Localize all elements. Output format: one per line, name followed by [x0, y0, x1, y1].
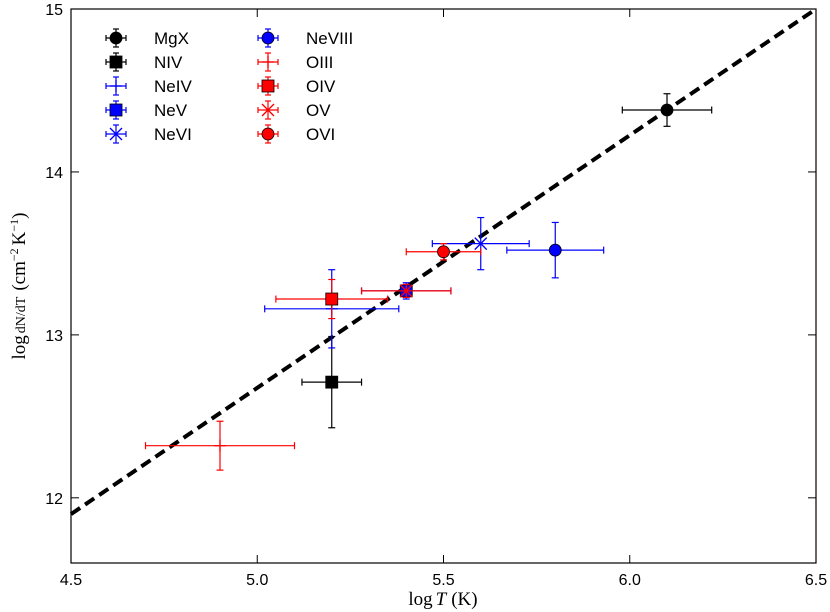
legend-label-oiv: OIV [306, 77, 336, 96]
legend-item-ovi: OVI [257, 124, 335, 144]
data-point-oiv [275, 278, 389, 320]
legend-item-nev: NeV [105, 100, 188, 120]
legend-label-neiv: NeIV [154, 77, 192, 96]
data-point-oiii [144, 420, 296, 471]
legend-label-nevi: NeVI [154, 125, 192, 144]
fit-line [69, 7, 818, 516]
x-axis-label: log T (K) [408, 589, 477, 610]
x-tick-label: 6.5 [805, 572, 827, 589]
legend-item-nevi: NeVI [105, 124, 192, 144]
data-point-ov [360, 283, 452, 299]
y-tick-label: 13 [45, 328, 63, 345]
legend-marker-mgx [109, 31, 123, 45]
legend-label-ov: OV [306, 101, 331, 120]
legend-marker-nev [109, 103, 123, 117]
marker-mgx [660, 103, 674, 117]
legend-label-oiii: OIII [306, 53, 333, 72]
x-tick-label: 4.5 [60, 572, 82, 589]
data-point-neviii [506, 221, 605, 279]
legend-item-neiv: NeIV [105, 76, 192, 96]
data-point-nevi [431, 216, 530, 271]
legend-marker-ov-b [261, 103, 275, 117]
legend-label-neviii: NeVIII [306, 29, 353, 48]
legend-marker-niv [109, 55, 123, 69]
legend-item-niv: NIV [105, 52, 183, 72]
legend-marker-nevi-b [109, 127, 123, 141]
data-point-mgx [621, 93, 713, 127]
legend-label-niv: NIV [154, 53, 183, 72]
y-tick-label: 12 [45, 491, 63, 508]
legend-item-ov: OV [257, 100, 331, 120]
data-point-ovi [405, 243, 482, 261]
marker-ovi [437, 245, 450, 259]
x-tick-label: 5.0 [246, 572, 268, 589]
y-tick-label: 15 [45, 2, 63, 19]
legend-item-neviii: NeVIII [257, 28, 353, 48]
marker-ov-b [399, 284, 413, 298]
legend-item-oiii: OIII [257, 52, 333, 72]
legend-marker-neviii [261, 31, 275, 45]
legend-item-oiv: OIV [257, 76, 336, 96]
marker-neviii [548, 243, 562, 257]
legend-item-mgx: MgX [105, 28, 189, 48]
marker-niv [325, 375, 339, 389]
x-tick-label: 6.0 [619, 572, 641, 589]
marker-nevi-b [474, 237, 488, 251]
legend-marker-oiv [261, 79, 275, 93]
x-tick-label: 5.5 [432, 572, 454, 589]
y-tick-label: 14 [45, 165, 63, 182]
legend-label-ovi: OVI [306, 125, 335, 144]
y-axis-label: logdN/dT(cm−2K−1) [7, 212, 30, 359]
legend-label-nev: NeV [154, 101, 188, 120]
legend: MgX NIV NeIV NeV NeVI NeVIII OIII OIV OV OVI [105, 28, 353, 144]
legend-marker-ovi [261, 127, 275, 141]
legend-label-mgx: MgX [154, 29, 189, 48]
marker-oiv [325, 292, 339, 306]
